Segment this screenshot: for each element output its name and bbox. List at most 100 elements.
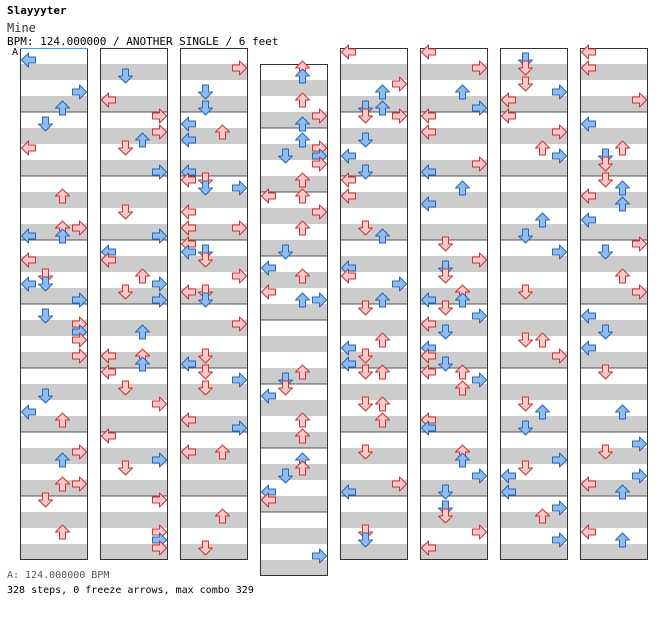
beat-stripe xyxy=(580,192,648,208)
step-arrow-down-icon xyxy=(518,284,533,300)
step-arrow-up-icon xyxy=(295,292,310,308)
step-arrow-right-icon xyxy=(392,76,407,92)
step-arrow-up-icon xyxy=(55,188,70,204)
beat-stripe xyxy=(180,288,248,304)
step-arrow-down-icon xyxy=(38,388,53,404)
step-arrow-right-icon xyxy=(632,468,647,484)
beat-stripe xyxy=(500,352,568,368)
step-arrow-up-icon xyxy=(535,332,550,348)
beat-stripe xyxy=(580,544,648,560)
step-arrow-left-icon xyxy=(341,268,356,284)
chart-column xyxy=(500,48,568,560)
step-arrow-down-icon xyxy=(198,540,213,556)
beat-stripe xyxy=(100,128,168,144)
step-arrow-up-icon xyxy=(455,84,470,100)
beat-stripe xyxy=(260,208,328,224)
step-arrow-left-icon xyxy=(181,204,196,220)
step-arrow-right-icon xyxy=(472,308,487,324)
step-arrow-right-icon xyxy=(552,124,567,140)
step-arrow-down-icon xyxy=(518,460,533,476)
step-arrow-right-icon xyxy=(552,452,567,468)
step-arrow-up-icon xyxy=(375,332,390,348)
beat-stripe xyxy=(340,544,408,560)
beat-stripe xyxy=(100,224,168,240)
beat-stripe xyxy=(20,96,88,112)
step-arrow-up-icon xyxy=(375,84,390,100)
step-arrow-left-icon xyxy=(421,316,436,332)
step-arrow-right-icon xyxy=(472,372,487,388)
step-arrow-left-icon xyxy=(21,228,36,244)
step-arrow-up-icon xyxy=(215,124,230,140)
beat-stripe xyxy=(100,352,168,368)
step-arrow-up-icon xyxy=(615,404,630,420)
beat-stripe xyxy=(20,512,88,528)
step-arrow-up-icon xyxy=(615,196,630,212)
beat-stripe xyxy=(260,80,328,96)
step-arrow-up-icon xyxy=(535,404,550,420)
beat-stripe xyxy=(580,320,648,336)
beat-stripe xyxy=(20,160,88,176)
beat-stripe xyxy=(420,128,488,144)
chart-column xyxy=(100,48,168,560)
step-arrow-left-icon xyxy=(581,340,596,356)
beat-stripe xyxy=(20,320,88,336)
beat-stripe xyxy=(260,496,328,512)
beat-stripe xyxy=(180,192,248,208)
beat-stripe xyxy=(580,352,648,368)
step-arrow-down-icon xyxy=(518,420,533,436)
step-arrow-right-icon xyxy=(552,148,567,164)
beat-stripe xyxy=(580,224,648,240)
step-arrow-left-icon xyxy=(101,348,116,364)
step-arrow-right-icon xyxy=(632,236,647,252)
step-arrow-left-icon xyxy=(261,388,276,404)
step-arrow-up-icon xyxy=(375,100,390,116)
beat-stripe xyxy=(340,64,408,80)
step-arrow-down-icon xyxy=(598,244,613,260)
beat-stripe xyxy=(260,336,328,352)
beat-stripe xyxy=(420,384,488,400)
step-arrow-up-icon xyxy=(375,228,390,244)
beat-stripe xyxy=(180,64,248,80)
step-arrow-left-icon xyxy=(581,212,596,228)
step-arrow-down-icon xyxy=(278,148,293,164)
step-arrow-up-icon xyxy=(375,412,390,428)
step-arrow-right-icon xyxy=(312,292,327,308)
beat-stripe xyxy=(100,288,168,304)
step-arrow-left-icon xyxy=(421,124,436,140)
step-arrow-up-icon xyxy=(295,132,310,148)
step-arrow-up-icon xyxy=(295,220,310,236)
step-arrow-left-icon xyxy=(581,44,596,60)
beat-stripe xyxy=(260,368,328,384)
beat-stripe xyxy=(580,416,648,432)
beat-stripe xyxy=(100,384,168,400)
beat-stripe xyxy=(580,128,648,144)
step-arrow-up-icon xyxy=(55,476,70,492)
beat-stripe xyxy=(500,448,568,464)
step-arrow-right-icon xyxy=(632,436,647,452)
beat-stripe xyxy=(100,320,168,336)
step-arrow-left-icon xyxy=(181,132,196,148)
bpm-marker-label: A xyxy=(12,47,19,58)
step-arrow-left-icon xyxy=(421,44,436,60)
beat-stripe xyxy=(180,384,248,400)
beat-stripe xyxy=(260,464,328,480)
step-arrow-right-icon xyxy=(632,92,647,108)
beat-stripe xyxy=(180,512,248,528)
step-arrow-right-icon xyxy=(552,348,567,364)
beat-stripe xyxy=(580,160,648,176)
step-arrow-right-icon xyxy=(152,164,167,180)
beat-stripe xyxy=(180,416,248,432)
beat-stripe xyxy=(420,448,488,464)
step-arrow-right-icon xyxy=(312,108,327,124)
step-arrow-right-icon xyxy=(552,84,567,100)
beat-stripe xyxy=(420,224,488,240)
step-arrow-left-icon xyxy=(181,284,196,300)
beat-stripe xyxy=(420,96,488,112)
step-arrow-right-icon xyxy=(472,468,487,484)
step-arrow-right-icon xyxy=(232,180,247,196)
song-artist: Slayyyter xyxy=(7,4,67,17)
step-arrow-down-icon xyxy=(358,396,373,412)
column-border xyxy=(100,48,168,560)
beat-stripe xyxy=(100,512,168,528)
